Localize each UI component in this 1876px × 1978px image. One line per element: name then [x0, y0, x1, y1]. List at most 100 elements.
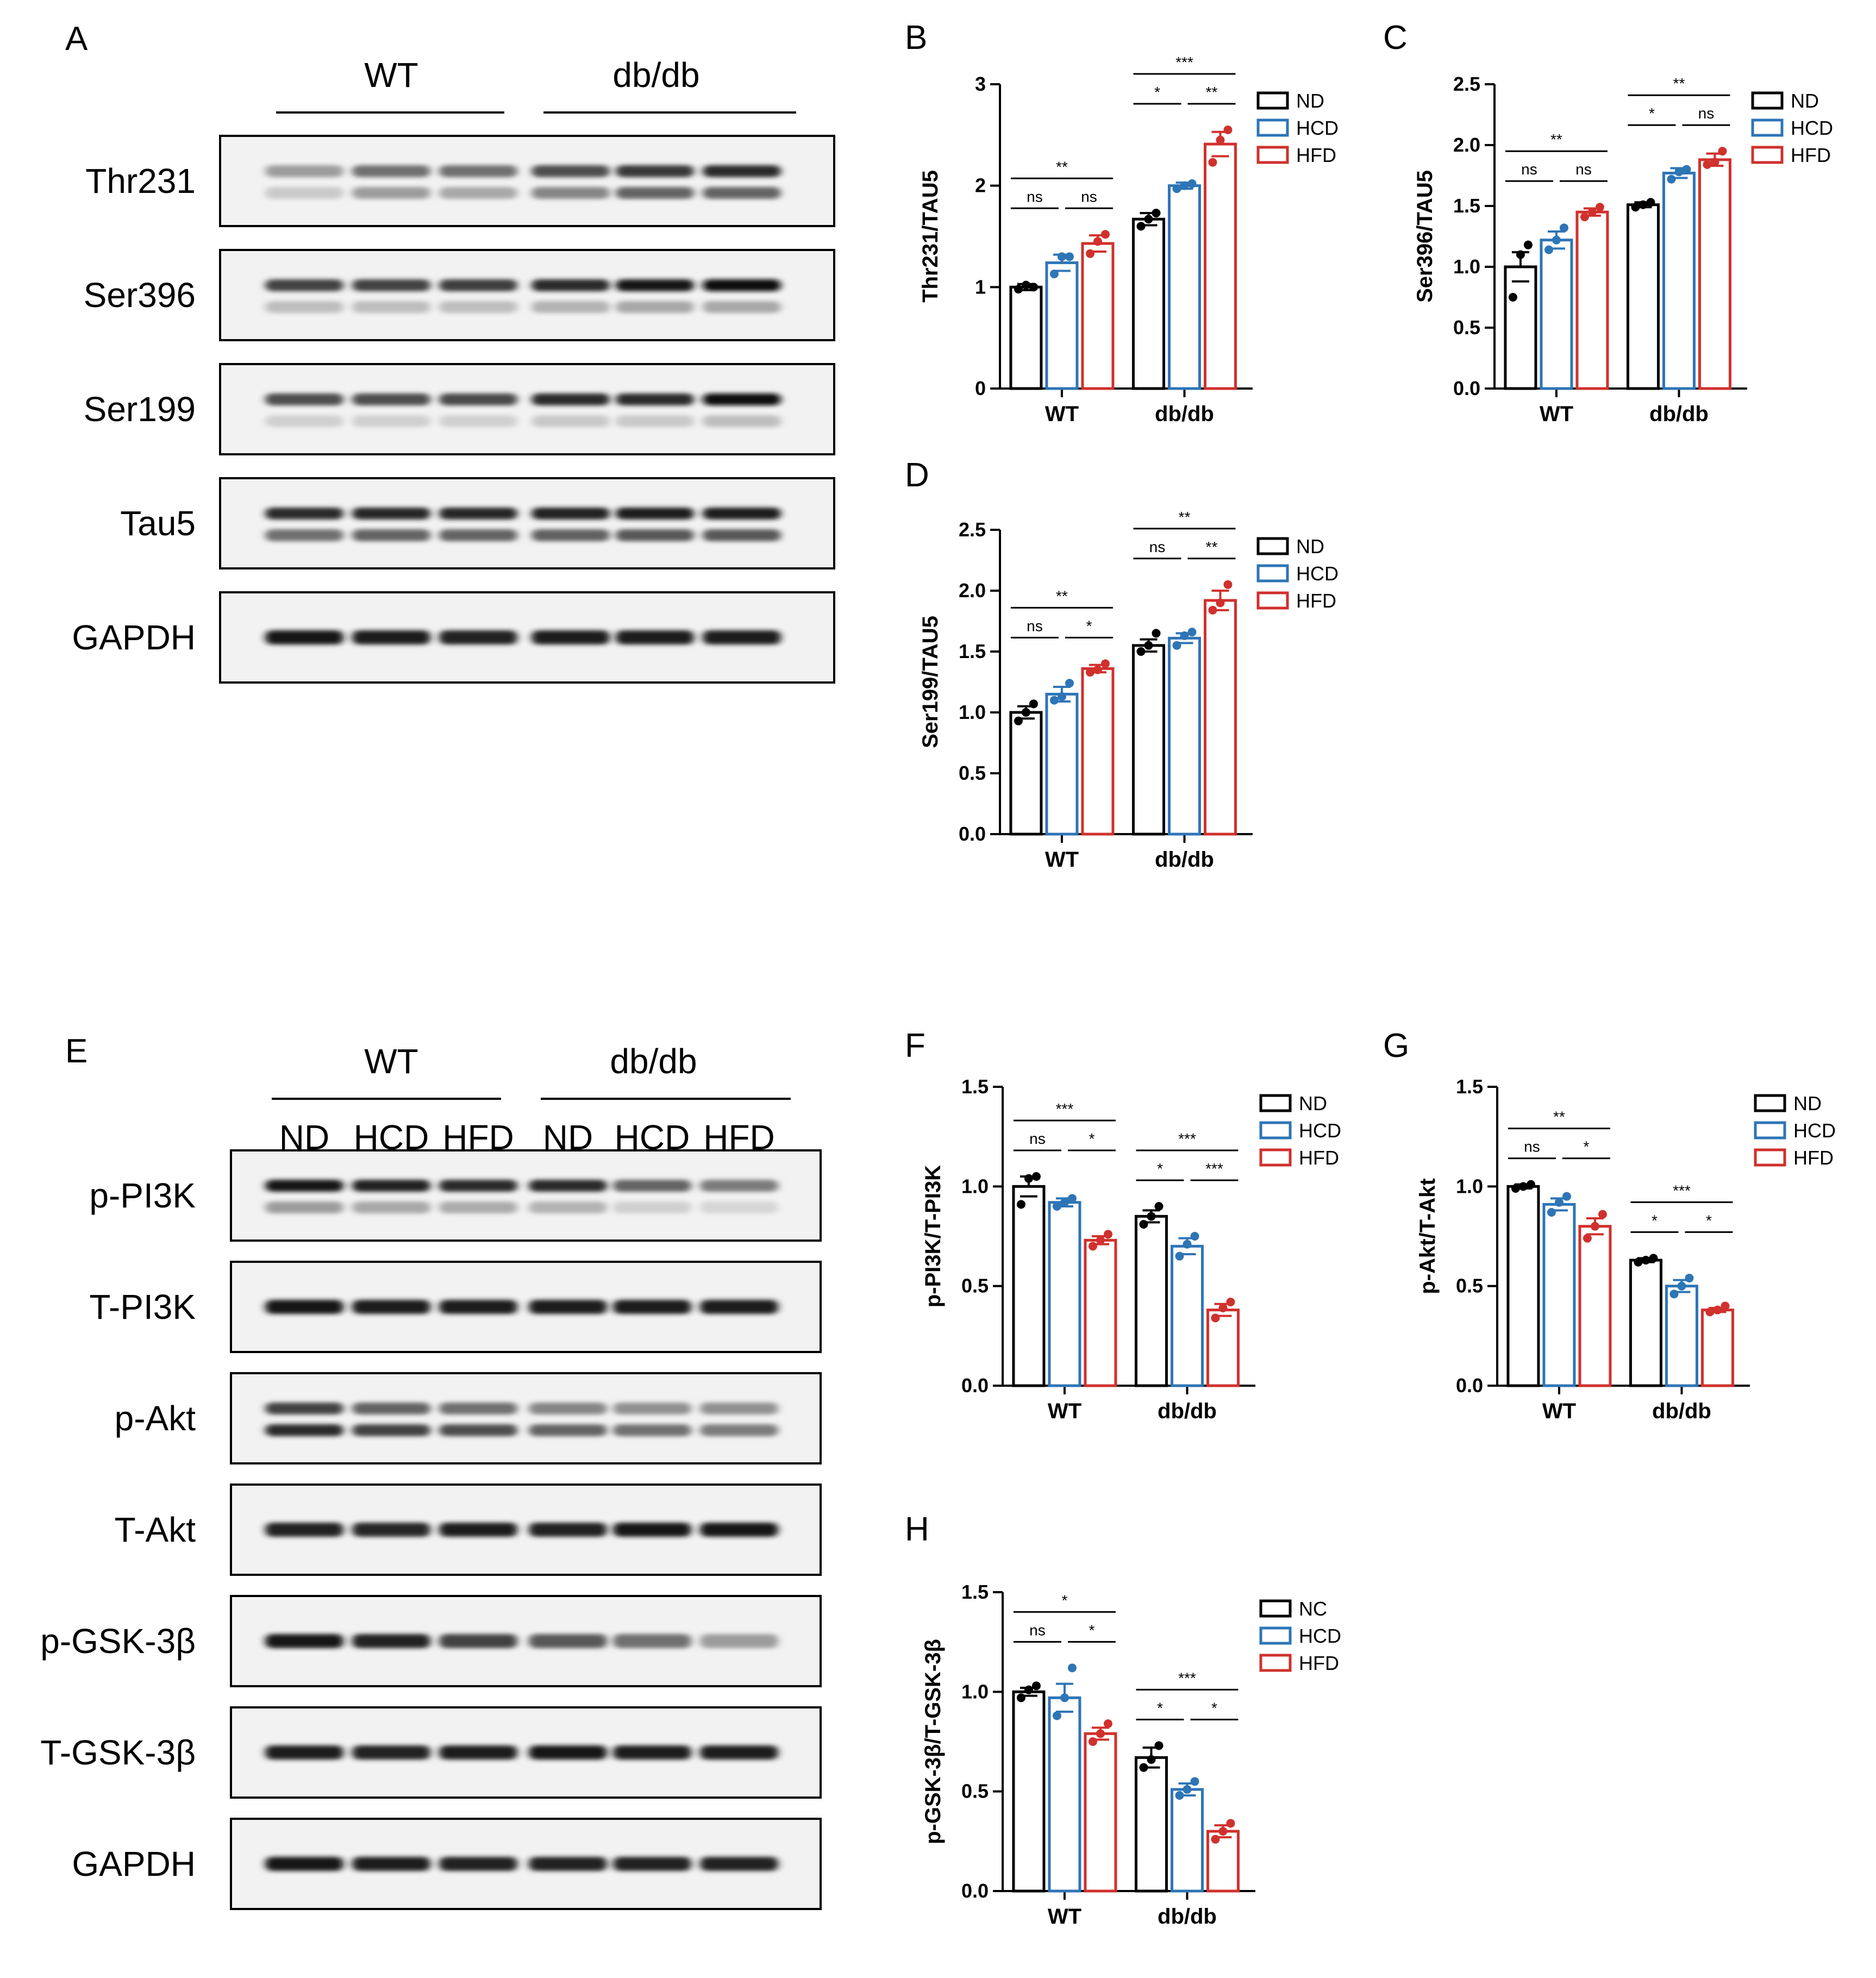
- data-point: [1024, 1174, 1033, 1183]
- blot-strip: [230, 1149, 822, 1242]
- significance-label: *: [1583, 1138, 1589, 1155]
- panel-letter: D: [905, 456, 929, 494]
- blot-band: [439, 393, 517, 405]
- bar: [1084, 1238, 1117, 1387]
- bar: [1048, 1696, 1081, 1893]
- blot-strip: [219, 477, 835, 569]
- blot-band: [613, 1634, 691, 1648]
- legend-label: HCD: [1791, 117, 1833, 139]
- data-point: [1669, 1290, 1679, 1299]
- blot-strip: [219, 363, 835, 455]
- blot-band: [703, 529, 781, 541]
- blot-band: [265, 393, 343, 405]
- blot-band: [529, 1634, 607, 1648]
- legend-swatch: [1259, 1626, 1292, 1645]
- bar: [1167, 636, 1201, 836]
- data-point: [1147, 1755, 1156, 1764]
- significance-label: ns: [1149, 539, 1166, 555]
- significance-label: *: [1706, 1212, 1712, 1229]
- bar: [1700, 1309, 1734, 1387]
- blot-band: [265, 301, 343, 313]
- bar: [1170, 1244, 1204, 1387]
- data-point: [1187, 179, 1197, 188]
- x-category-label: WT: [1048, 1905, 1081, 1929]
- group-label: WT: [364, 1042, 418, 1081]
- data-point: [1065, 252, 1074, 261]
- data-point: [1713, 1305, 1722, 1315]
- legend-label: ND: [1793, 1092, 1822, 1115]
- blot-band: [439, 1745, 517, 1760]
- blot-band: [439, 1201, 517, 1213]
- significance-label: ns: [1029, 1130, 1046, 1147]
- y-tick-label: 1.0: [959, 701, 986, 723]
- chart-H: H 0.0 0.5 1.0 1.5 p-GSK-3β/T-GSK-3β WT db/db ns *…: [905, 1511, 1341, 1929]
- significance-label: ns: [1029, 1622, 1046, 1638]
- x-category-label: WT: [1045, 848, 1079, 872]
- y-tick-label: 1.0: [961, 1175, 989, 1197]
- blot-band: [439, 1300, 517, 1314]
- bar: [1506, 1185, 1540, 1387]
- y-tick-label: 0.0: [1453, 377, 1480, 399]
- legend-label: HCD: [1296, 562, 1339, 585]
- y-tick-label: 2.5: [1453, 73, 1480, 95]
- blot-band: [265, 1180, 343, 1192]
- blot-band: [439, 1523, 517, 1537]
- blot-band: [439, 415, 517, 427]
- y-axis-label: Ser199/TAU5: [918, 616, 942, 748]
- legend-swatch: [1754, 1094, 1786, 1112]
- x-category-label: WT: [1542, 1399, 1576, 1423]
- data-point: [1190, 1232, 1199, 1241]
- data-point: [1190, 1777, 1199, 1786]
- y-axis-label: p-PI3K/T-PI3K: [921, 1165, 945, 1307]
- data-point: [1710, 158, 1719, 167]
- y-tick-label: 1.0: [1456, 1175, 1483, 1197]
- significance-label: *: [1086, 617, 1092, 634]
- data-point: [1103, 1230, 1112, 1239]
- significance-label: **: [1179, 509, 1191, 525]
- y-tick-label: 1.0: [961, 1680, 989, 1702]
- legend-swatch: [1259, 1148, 1292, 1167]
- blot-band: [352, 1180, 430, 1192]
- y-tick-label: 3: [975, 73, 986, 95]
- data-point: [1029, 283, 1038, 292]
- significance-label: **: [1553, 1109, 1565, 1125]
- data-point: [1211, 1313, 1220, 1323]
- data-point: [1646, 198, 1655, 207]
- data-point: [1152, 209, 1161, 218]
- data-point: [1526, 1180, 1535, 1189]
- blot-band: [529, 1523, 607, 1537]
- significance-label: ns: [1081, 188, 1097, 205]
- data-point: [1100, 659, 1110, 668]
- data-point: [1144, 215, 1153, 224]
- blot-row-label: p-PI3K: [89, 1176, 196, 1215]
- blot-band: [352, 1403, 430, 1414]
- blot-band: [703, 508, 781, 519]
- data-point: [1154, 1741, 1164, 1750]
- blot-band: [616, 393, 694, 405]
- blot-band: [265, 1523, 343, 1537]
- data-point: [1021, 708, 1030, 717]
- blot-band: [352, 415, 430, 427]
- blot-band: [265, 1634, 343, 1648]
- bar: [1045, 692, 1079, 836]
- data-point: [1085, 249, 1095, 258]
- blot-band: [529, 1180, 607, 1192]
- x-category-label: WT: [1045, 402, 1079, 426]
- data-point: [1580, 212, 1589, 222]
- blot-band: [352, 1424, 430, 1436]
- data-point: [1100, 230, 1110, 239]
- blot-band: [439, 1634, 517, 1648]
- data-point: [1595, 203, 1604, 212]
- x-category-label: db/db: [1652, 1399, 1711, 1423]
- y-tick-label: 1.5: [961, 1581, 989, 1603]
- blot-band: [703, 415, 781, 427]
- legend-label: ND: [1296, 90, 1324, 112]
- data-point: [1208, 158, 1217, 167]
- data-point: [1223, 580, 1233, 589]
- data-point: [1705, 1307, 1715, 1317]
- legend-swatch: [1259, 1121, 1292, 1140]
- blot-row-label: Thr231: [85, 161, 196, 201]
- legend-swatch: [1256, 591, 1289, 610]
- blot-band: [529, 1745, 607, 1760]
- data-point: [1208, 605, 1217, 615]
